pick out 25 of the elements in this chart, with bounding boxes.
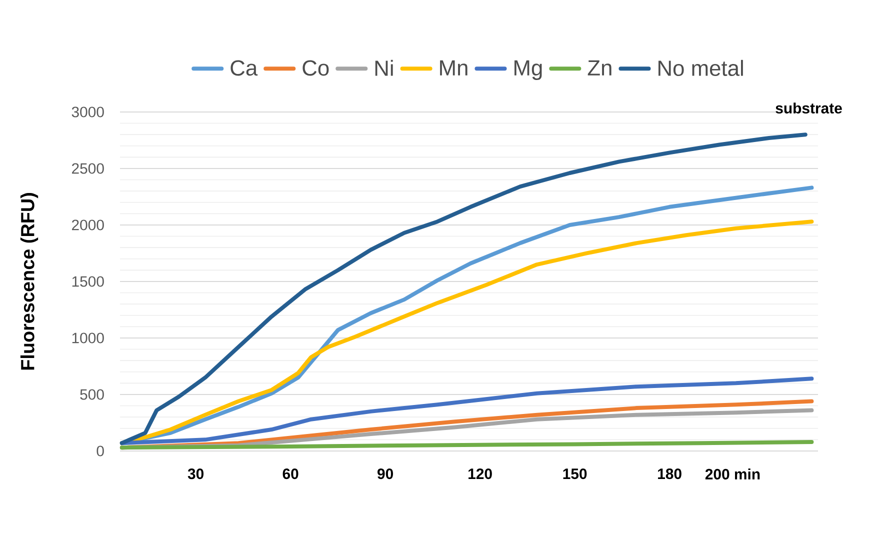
line-series (120, 376, 814, 446)
line-series (120, 132, 808, 446)
y-tick-label: 2000 (72, 220, 104, 230)
legend-label: Zn (588, 60, 612, 76)
y-tick-label: 2500 (72, 163, 104, 174)
y-tick-label: 1500 (72, 276, 104, 287)
x-tick-label: 180 (658, 468, 682, 480)
y-tick-label: 1000 (72, 332, 104, 344)
x-tick-label: 150 (563, 468, 587, 480)
y-tick-label: 3000 (72, 106, 104, 118)
y-tick-label: 0 (96, 446, 104, 456)
legend-label: Ca (230, 60, 258, 76)
legend-label: Mg (514, 60, 542, 80)
annotation: substrate (776, 102, 842, 114)
y-tick-label: 500 (80, 389, 104, 400)
x-tick-label: 30 (188, 468, 204, 480)
legend-label: Ni (375, 60, 393, 76)
y-axis-title: Fluorescence (RFU) (20, 193, 38, 370)
legend-label: No metal (658, 60, 743, 76)
x-tick-label: 200 min (705, 468, 760, 480)
x-tick-label: 90 (378, 468, 393, 480)
x-tick-label: 120 (468, 468, 492, 480)
legend-label: Mn (440, 60, 468, 76)
x-tick-label: 60 (282, 468, 298, 480)
legend-label: Co (302, 60, 329, 76)
